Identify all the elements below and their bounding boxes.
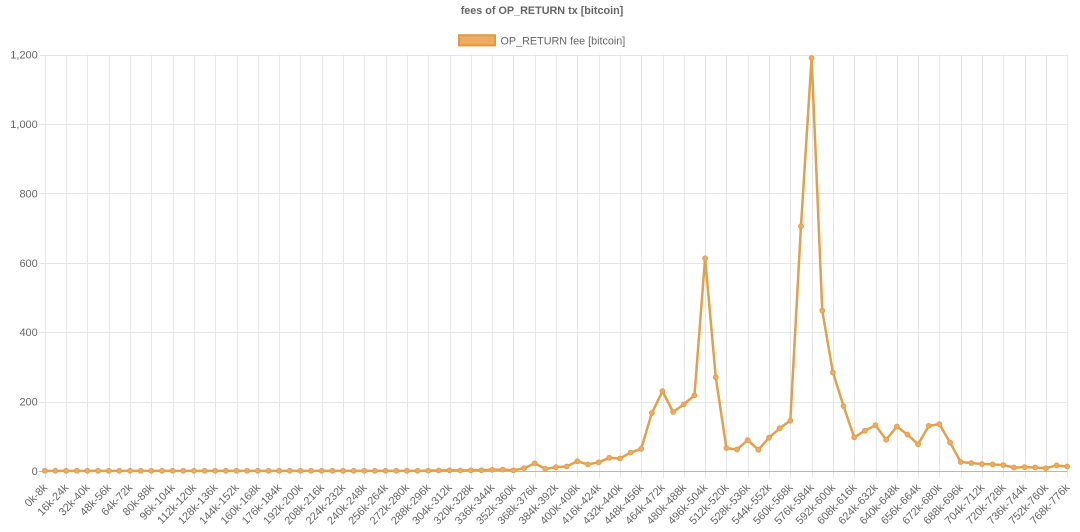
svg-text:fees of OP_RETURN tx [bitcoin]: fees of OP_RETURN tx [bitcoin] [461, 5, 624, 17]
svg-text:1,000: 1,000 [10, 119, 38, 131]
svg-text:0: 0 [32, 466, 38, 478]
svg-text:OP_RETURN fee [bitcoin]: OP_RETURN fee [bitcoin] [501, 35, 626, 47]
svg-text:1,200: 1,200 [10, 50, 38, 62]
svg-text:800: 800 [19, 188, 37, 200]
svg-text:400: 400 [19, 327, 37, 339]
svg-text:600: 600 [19, 258, 37, 270]
svg-text:200: 200 [19, 397, 37, 409]
